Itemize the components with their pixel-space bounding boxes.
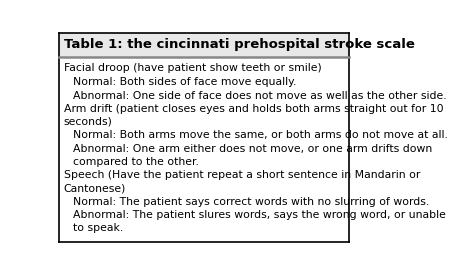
Text: seconds): seconds) [64,117,112,127]
Text: Cantonese): Cantonese) [64,183,126,193]
Text: to speak.: to speak. [73,223,123,233]
Text: Normal: Both arms move the same, or both arms do not move at all.: Normal: Both arms move the same, or both… [73,131,448,140]
Text: Abnormal: The patient slures words, says the wrong word, or unable: Abnormal: The patient slures words, says… [73,210,446,220]
Text: Facial droop (have patient show teeth or smile): Facial droop (have patient show teeth or… [64,63,321,73]
Text: Speech (Have the patient repeat a short sentence in Mandarin or: Speech (Have the patient repeat a short … [64,171,420,180]
Text: Arm drift (patient closes eyes and holds both arms straight out for 10: Arm drift (patient closes eyes and holds… [64,104,443,114]
Text: Table 1: the cincinnati prehospital stroke scale: Table 1: the cincinnati prehospital stro… [64,38,415,51]
FancyBboxPatch shape [59,33,349,57]
Text: Normal: The patient says correct words with no slurring of words.: Normal: The patient says correct words w… [73,197,429,207]
Text: compared to the other.: compared to the other. [73,157,199,167]
Text: Abnormal: One arm either does not move, or one arm drifts down: Abnormal: One arm either does not move, … [73,144,432,154]
Text: Abnormal: One side of face does not move as well as the other side.: Abnormal: One side of face does not move… [73,91,447,101]
Text: Normal: Both sides of face move equally.: Normal: Both sides of face move equally. [73,77,296,87]
